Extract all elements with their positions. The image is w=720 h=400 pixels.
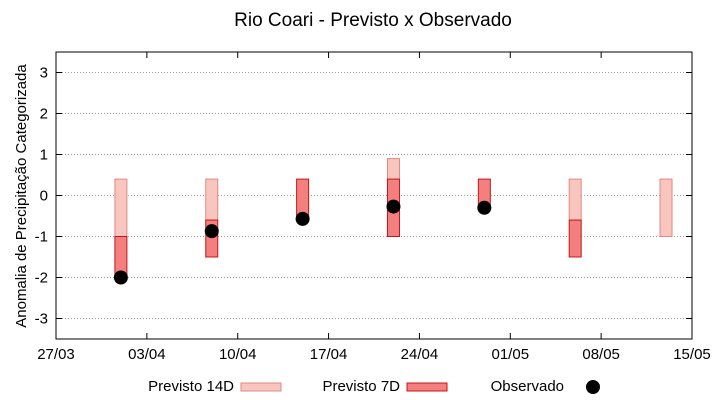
x-tick-label: 17/04 [310,346,348,363]
x-tick-label: 01/05 [492,346,530,363]
legend-label: Previsto 7D [322,378,400,395]
y-tick-label: 2 [40,106,48,123]
bar-previsto-14d [659,178,673,238]
legend-swatch [406,382,448,392]
legend-label: Observado [491,378,564,395]
point-observado [204,224,219,239]
chart-title: Rio Coari - Previsto x Observado [234,10,512,31]
y-tick-label: -1 [35,229,48,246]
x-tick-label: 08/05 [582,346,620,363]
y-tick-label: 3 [40,65,48,82]
x-tick-label: 03/04 [128,346,166,363]
point-observado [386,199,401,214]
bar-previsto-14d [568,178,582,221]
x-tick-label: 24/04 [401,346,439,363]
x-tick-label: 27/03 [37,346,75,363]
x-tick-label: 10/04 [219,346,257,363]
bar-previsto-7d [568,219,582,258]
point-observado [477,200,492,215]
legend: Previsto 14D Previsto 7D Observado [148,378,600,395]
point-observado [113,270,128,285]
point-observado [295,211,310,226]
y-axis-label: Anomalia de Precipitação Categorizada [13,64,30,328]
bar-previsto-14d [114,178,128,238]
legend-marker [586,380,600,394]
legend-swatch [240,382,282,392]
y-tick-label: -2 [35,270,48,287]
axes: 3 2 1 0 -1 -2 -3 27/03 03/04 10/04 17/04 24/04 01/05… [35,52,711,363]
grid [56,72,692,319]
x-tick-label: 15/05 [673,346,711,363]
y-tick-label: -3 [35,311,48,328]
y-tick-label: 1 [40,147,48,164]
plot-area [113,158,673,285]
bar-previsto-14d [205,178,219,221]
y-tick-label: 0 [40,188,48,205]
legend-label: Previsto 14D [148,378,234,395]
